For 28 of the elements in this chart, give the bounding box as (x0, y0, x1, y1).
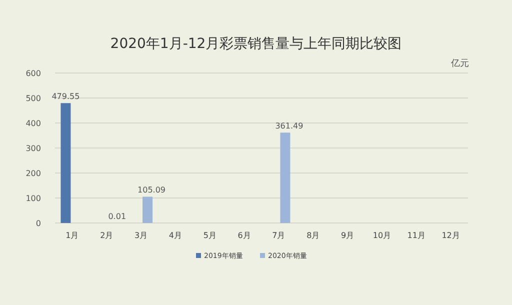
x-tick-label: 4月 (168, 231, 182, 240)
bar (60, 103, 71, 223)
y-tick-label: 300 (26, 144, 41, 153)
x-tick-label: 6月 (238, 231, 251, 240)
x-tick-label: 11月 (407, 231, 426, 240)
y-tick-label: 0 (36, 219, 41, 228)
chart-title: 2020年1月-12月彩票销售量与上年同期比较图 (110, 36, 402, 52)
x-tick-label: 9月 (340, 231, 354, 240)
x-tick-label: 12月 (442, 231, 460, 240)
data-label: 105.09 (138, 186, 166, 195)
y-tick-label: 400 (26, 119, 41, 128)
y-tick-label: 600 (26, 69, 41, 78)
x-tick-label: 3月 (134, 231, 148, 240)
bar (280, 132, 290, 223)
data-label: 479.55 (52, 92, 80, 102)
x-tick-label: 7月 (272, 231, 286, 240)
y-tick-label: 100 (26, 194, 41, 203)
x-tick-label: 2月 (100, 231, 114, 240)
x-tick-label: 5月 (203, 231, 216, 240)
data-label: 361.49 (275, 122, 304, 131)
data-label: 0.01 (108, 212, 126, 221)
y-tick-label: 500 (26, 94, 41, 103)
x-tick-label: 8月 (306, 231, 320, 240)
x-tick-label: 1月 (66, 231, 79, 240)
y-tick-label: 200 (26, 169, 41, 178)
x-tick-label: 10月 (372, 231, 392, 240)
y-axis-title: 亿元 (450, 58, 469, 69)
bar (142, 196, 153, 223)
